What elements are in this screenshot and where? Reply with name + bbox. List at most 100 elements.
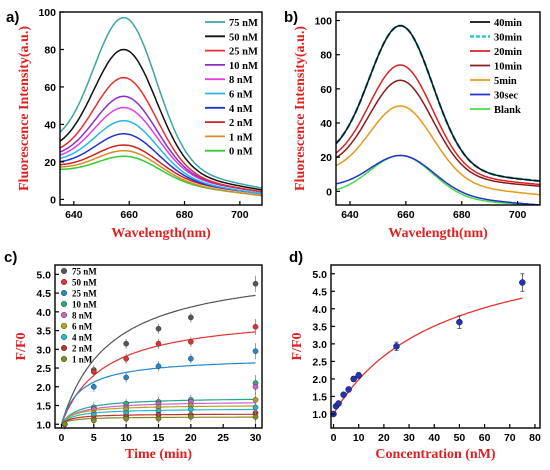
legend-label: 30min [494,33,522,44]
x-axis-title: Wavelength(nm) [388,226,488,241]
data-point [335,400,342,407]
y-tick-label: 2.0 [312,374,327,386]
y-tick-label: 80 [320,50,332,62]
legend-swatch [61,345,68,352]
x-tick-label: 700 [509,209,527,221]
panel-label: d) [289,249,303,266]
x-tick-label: 660 [397,209,415,221]
y-tick-label: 0 [50,194,56,206]
y-tick-label: 1.5 [36,401,51,413]
y-axis-title: F/F0 [290,333,305,361]
legend-label: 50 nM [229,32,258,43]
x-tick-label: 20 [378,432,390,444]
legend-label: 10 nM [229,61,258,72]
legend-swatch [61,279,68,286]
data-point [61,421,68,428]
x-tick-label: 640 [65,209,83,221]
y-tick-label: 4.0 [36,307,51,319]
x-tick-label: 30 [403,432,415,444]
legend-label: 1 nM [72,355,93,365]
x-axis-title: Time (min) [125,447,192,462]
data-point [252,383,259,390]
legend-label: 10min [494,62,522,73]
legend-label: 75 nM [72,267,97,277]
fit-curve [332,297,523,415]
y-tick-label: 100 [38,7,56,19]
legend-swatch [61,334,68,341]
series-line [336,64,540,186]
data-point [519,279,526,286]
series-line [60,48,262,191]
data-point [252,280,259,287]
series-line [336,154,540,205]
data-point [91,383,97,390]
legend-label: 25 nM [72,289,97,299]
data-point [123,374,129,381]
x-axis-title: Concentration (nM) [375,447,495,462]
y-axis-title: Fluorescence Intensity(a.u.) [293,26,308,191]
x-tick-label: 20 [185,432,197,444]
y-tick-label: 0 [326,186,332,198]
data-point [350,375,357,383]
legend-label: 10 nM [72,300,97,310]
x-tick-label: 80 [529,432,541,444]
y-tick-label: 20 [44,157,56,169]
plot-frame [330,264,541,429]
y-tick-label: 4.5 [36,288,51,300]
panel-d: 0 10 20 30 40 50 60 70 80 1.0 1.5 2.0 2.5 3.0 3.5 4.0 4.… [289,249,541,462]
x-tick-label: 660 [120,209,138,221]
x-tick-label: 640 [341,209,359,221]
y-tick-label: 3.5 [36,326,51,338]
data-point [393,343,400,350]
x-tick-label: 0 [59,432,65,444]
data-point [188,314,194,321]
series-line [60,149,262,197]
legend-label: 6 nM [72,322,93,332]
data-point [155,340,162,347]
x-tick-label: 40 [428,432,440,444]
series-line [60,76,262,193]
x-tick-label: 30 [250,432,262,444]
data-point [355,372,362,379]
x-axis-title: Wavelength(nm) [111,226,211,241]
data-point [155,363,162,369]
legend-label: 2 nM [72,344,93,354]
legend-label: 30sec [494,91,518,102]
legend-label: 25 nM [229,47,258,58]
x-tick-label: 50 [454,432,466,444]
panel-c: 0 5 10 15 20 25 30 1.0 1.5 2.0 2.5 3.0 3.5 4.0 4.5 5.0 c… [4,249,263,462]
y-tick-label: 3.0 [36,344,51,356]
x-tick-label: 700 [231,209,249,221]
y-tick-label: 1.5 [312,391,327,403]
x-tick-label: 680 [453,209,471,221]
legend-label: 1 nM [229,132,253,143]
legend-label: 5min [494,76,517,87]
legend-swatch [61,290,68,297]
series-line [336,24,540,182]
data-point [188,355,194,362]
x-tick-label: 15 [153,432,165,444]
y-tick-label: 2.5 [36,363,51,375]
panel-b: 640 660 680 700 0 20 40 60 80 100 b) 40min 30min 20mi… [284,9,541,241]
legend-label: 0 nM [229,147,253,158]
x-tick-label: 60 [479,432,491,444]
panel-label: a) [6,9,19,26]
data-point [252,413,259,420]
y-axis-title: F/F0 [14,333,29,361]
y-axis-title: Fluorescence Intensity(a.u.) [17,26,32,191]
legend-label: 40min [494,18,522,29]
data-point [155,325,162,332]
y-tick-label: 1.0 [312,409,327,421]
data-point [345,386,352,393]
data-point [123,340,129,347]
data-point [123,415,129,422]
series-line [60,119,262,195]
legend-swatch [61,356,68,363]
y-tick-label: 1.0 [36,419,51,431]
x-tick-label: 680 [176,209,194,221]
legend-label: 20min [494,47,522,58]
data-point [188,413,194,420]
legend-label: 6 nM [229,90,253,101]
legend-label: 4 nM [229,104,253,115]
